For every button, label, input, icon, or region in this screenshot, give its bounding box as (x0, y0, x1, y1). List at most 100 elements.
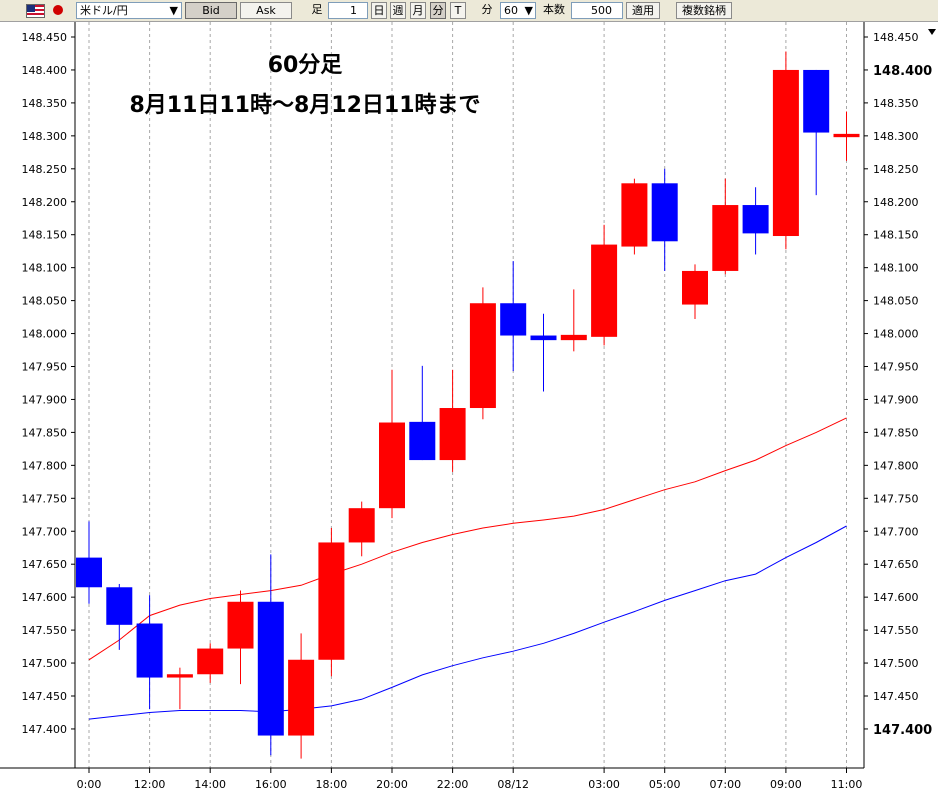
y-tick-label-right: 147.700 (873, 525, 919, 538)
period-day-button[interactable]: 日 (371, 2, 387, 19)
y-tick-label-right: 147.850 (873, 426, 919, 439)
candle-body (469, 303, 496, 409)
candles (76, 51, 860, 759)
y-tick-label-left: 148.100 (22, 262, 68, 275)
y-tick-label-right: 147.750 (873, 492, 919, 505)
candlestick-chart: 148.450 148.400 148.350 148.300 148.250 148.2… (0, 22, 936, 791)
candle-body (197, 648, 224, 675)
y-tick-label-left: 148.400 (22, 64, 68, 77)
moving-averages (88, 417, 847, 720)
period-tick-button[interactable]: T (450, 2, 466, 19)
moving-average-line (88, 525, 847, 720)
y-tick-label-right: 147.900 (873, 393, 919, 406)
multi-symbol-button[interactable]: 複数銘柄 (676, 2, 732, 19)
candle-body (318, 542, 345, 660)
candle-body (136, 623, 163, 678)
minute-unit-label: 分 (481, 3, 493, 16)
y-tick-label-right: 147.550 (873, 624, 919, 637)
y-tick-label-left: 147.450 (22, 690, 68, 703)
period-minute-button[interactable]: 分 (430, 2, 446, 19)
y-tick-label-left: 147.750 (22, 492, 68, 505)
chart-title: 60分足 (268, 53, 343, 78)
jp-flag-icon (53, 5, 63, 15)
y-tick-label-right: 148.100 (873, 262, 919, 275)
x-tick-label: 03:00 (588, 778, 620, 791)
y-tick-label-right: 147.450 (873, 690, 919, 703)
x-tick-label: 07:00 (709, 778, 741, 791)
y-tick-label-right: 148.250 (873, 163, 919, 176)
y-tick-label-left: 147.650 (22, 558, 68, 571)
candle-body (76, 557, 102, 588)
period-month-button[interactable]: 月 (410, 2, 426, 19)
plot-frame (0, 22, 865, 769)
y-tick-label-left: 147.900 (22, 393, 68, 406)
chart-subtitle: 8月11日11時〜8月12日11時まで (129, 93, 480, 118)
y-tick-label-left: 147.400 (22, 723, 68, 736)
candle-body (257, 601, 284, 736)
y-tick-label-left: 147.550 (22, 624, 68, 637)
y-tick-label-left: 147.700 (22, 525, 68, 538)
y-tick-label-left: 148.050 (22, 295, 68, 308)
y-tick-label-right: 148.450 (873, 31, 919, 44)
y-tick-label-right: 148.150 (873, 229, 919, 242)
candle-body (530, 335, 557, 341)
x-tick-label: 09:00 (770, 778, 802, 791)
x-tick-label: 05:00 (649, 778, 681, 791)
y-tick-label-left: 147.850 (22, 426, 68, 439)
period-week-button[interactable]: 週 (390, 2, 406, 19)
y-tick-label-left: 147.500 (22, 657, 68, 670)
x-tick-label: 16:00 (255, 778, 287, 791)
candle-body (651, 183, 678, 242)
y-tick-label-right: 148.350 (873, 97, 919, 110)
y-tick-label-left: 148.300 (22, 130, 68, 143)
candle-body (379, 422, 405, 509)
bid-button[interactable]: Bid (185, 2, 237, 19)
symbol-select[interactable]: 米ドル/円 ▼ (76, 2, 182, 19)
ashi-stepper-value: 1 (350, 4, 357, 17)
ashi-stepper[interactable]: 1 (328, 2, 368, 19)
candle-body (772, 69, 799, 237)
y-tick-label-right: 147.500 (873, 657, 919, 670)
candle-body (833, 133, 860, 138)
y-tick-label-right: 147.950 (873, 361, 919, 374)
y-tick-label-left: 148.150 (22, 229, 68, 242)
candle-body (591, 244, 618, 337)
symbol-select-value: 米ドル/円 (80, 4, 128, 17)
price-marker-label: 148.400 (873, 64, 932, 79)
count-stepper[interactable]: 500 (571, 2, 623, 19)
y-tick-label-right: 148.200 (873, 196, 919, 209)
y-tick-label-right: 147.600 (873, 591, 919, 604)
candle-body (409, 421, 436, 461)
candle-body (348, 508, 375, 543)
candle-body (712, 205, 739, 271)
minute-select[interactable]: 60 ▼ (500, 2, 536, 19)
candle-body (621, 183, 648, 247)
left-price-axis: 148.450 148.400 148.350 148.300 148.250 148.2… (22, 31, 75, 736)
chevron-down-icon: ▼ (524, 4, 533, 17)
count-label: 本数 (543, 3, 565, 16)
apply-button[interactable]: 適用 (626, 2, 660, 19)
ask-button[interactable]: Ask (240, 2, 292, 19)
candle-body (742, 205, 769, 234)
candle-body (560, 334, 587, 341)
price-marker-label: 147.400 (873, 723, 932, 738)
x-tick-label: 08/12 (497, 778, 529, 791)
x-tick-label: 11:00 (831, 778, 863, 791)
candle-body (803, 69, 830, 133)
ashi-label: 足 (311, 3, 323, 16)
candle-body (166, 674, 193, 678)
us-flag-icon (26, 4, 45, 18)
minute-select-value: 60 (504, 4, 518, 17)
x-tick-label: 12:00 (134, 778, 166, 791)
x-tick-label: 18:00 (316, 778, 348, 791)
moving-average-line (88, 417, 847, 661)
x-tick-label: 22:00 (437, 778, 469, 791)
y-tick-label-left: 148.200 (22, 196, 68, 209)
x-tick-label: 14:00 (194, 778, 226, 791)
y-tick-label-right: 147.800 (873, 459, 919, 472)
collapse-arrow-icon[interactable] (928, 29, 936, 35)
right-price-axis: 148.450 148.350 148.300 148.250 148.200 148.1… (864, 31, 932, 738)
y-tick-label-right: 147.650 (873, 558, 919, 571)
chevron-down-icon: ▼ (169, 4, 178, 17)
candle-body (106, 587, 133, 625)
